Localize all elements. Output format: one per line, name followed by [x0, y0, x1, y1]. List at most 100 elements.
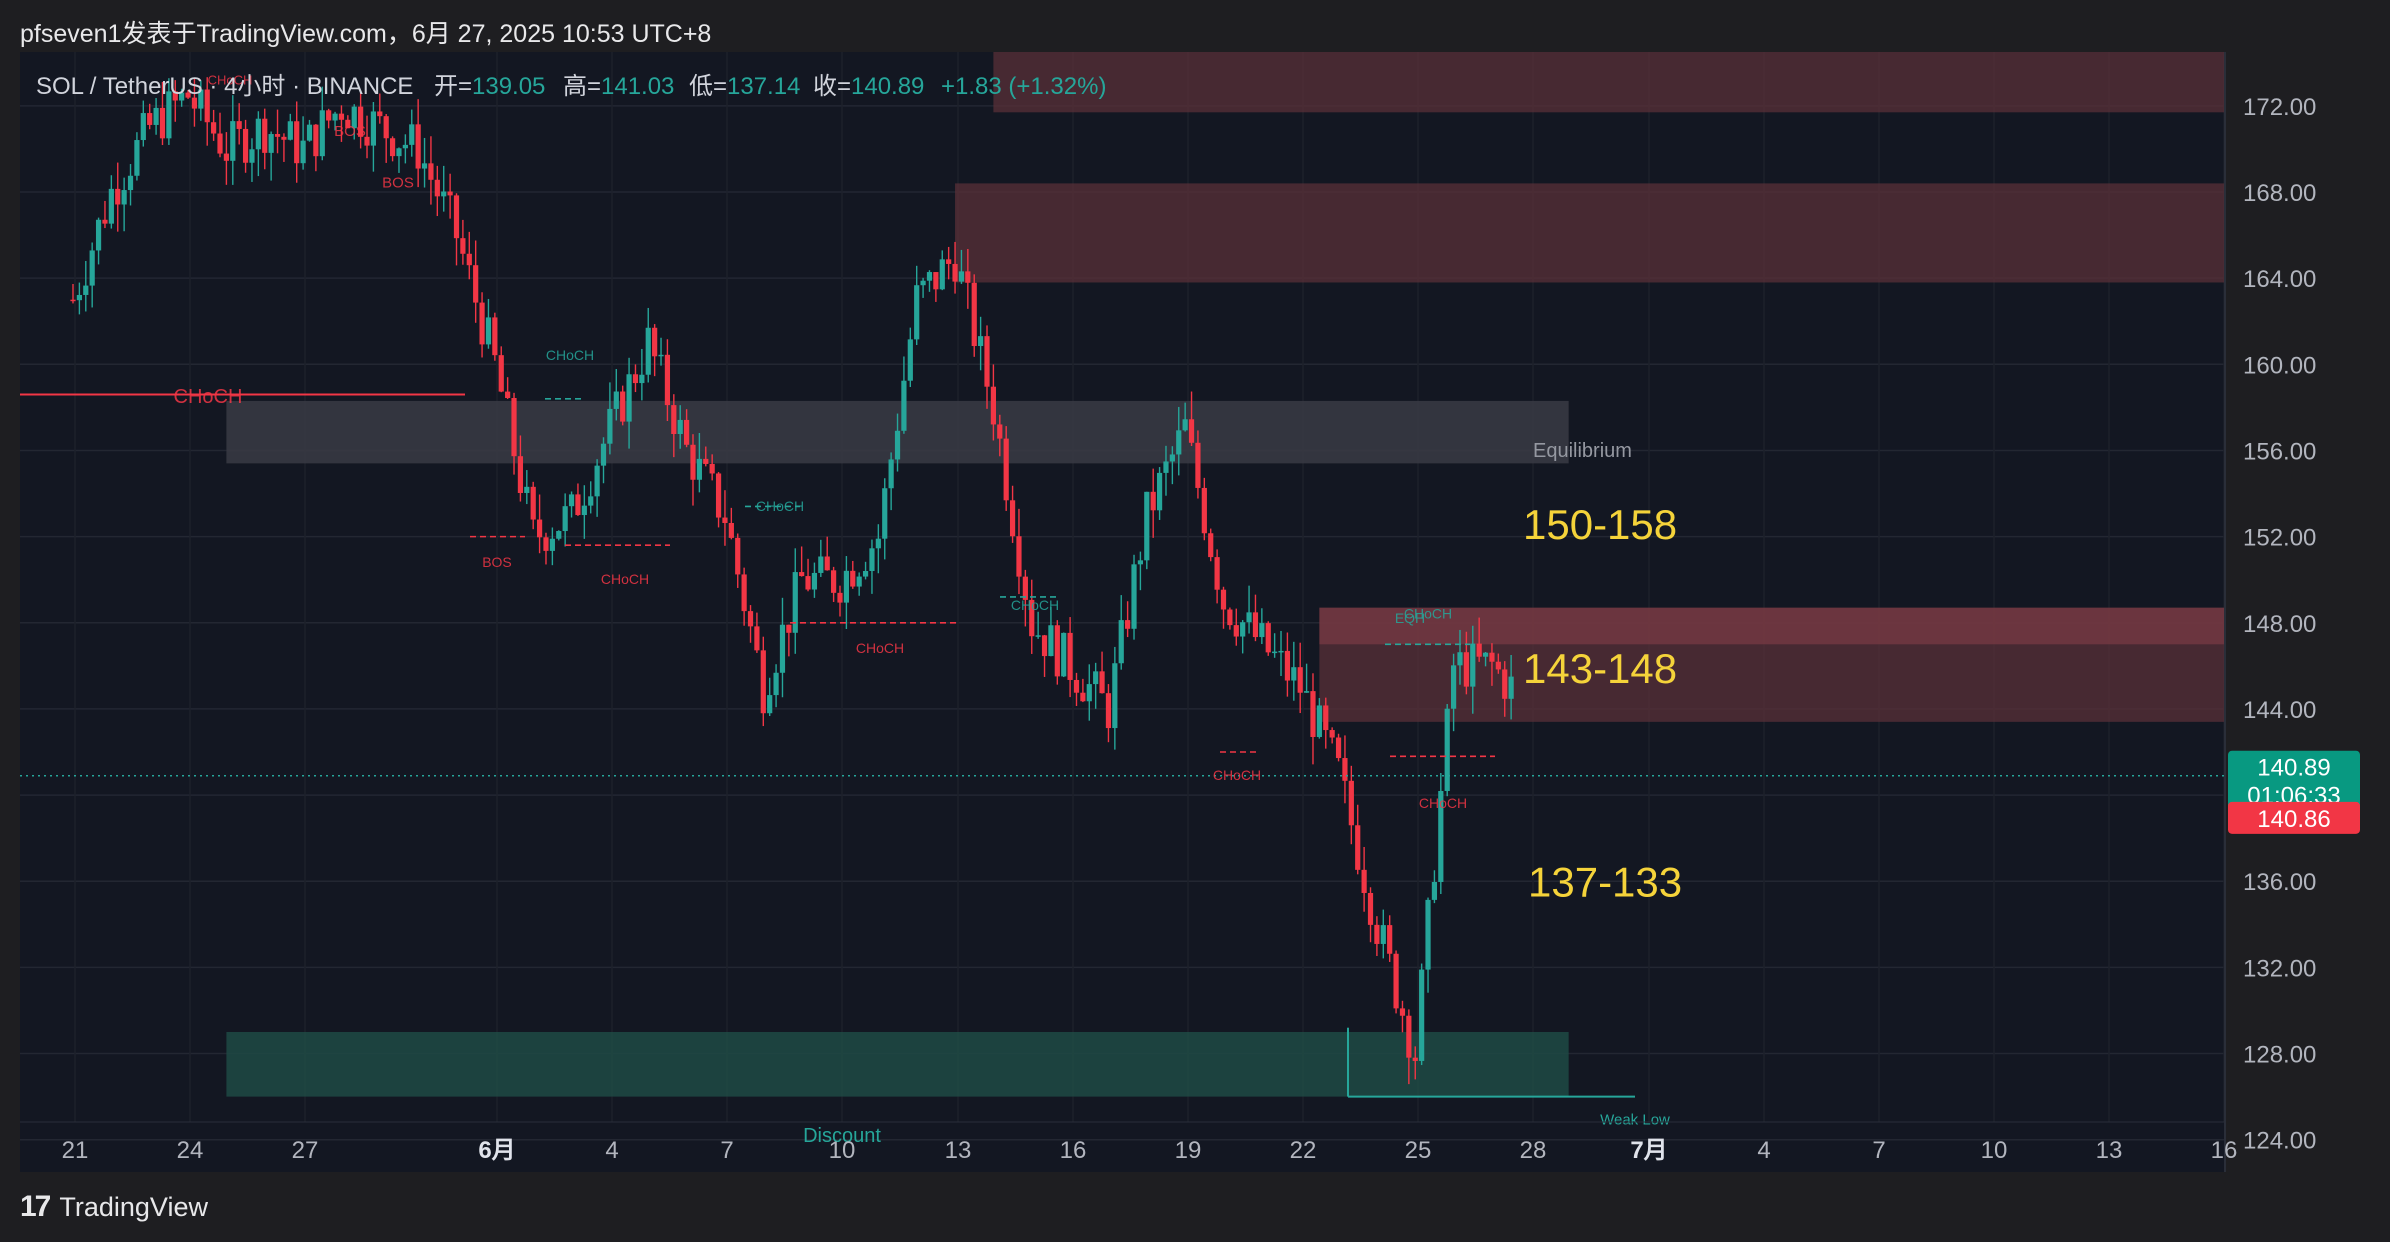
x-tick-label: 13 [2096, 1137, 2123, 1164]
candle-down [1406, 1015, 1412, 1058]
y-tick-label: 144.00 [2243, 697, 2316, 724]
candle-up [773, 672, 779, 696]
candle-down [1374, 924, 1380, 944]
x-tick-label: 4 [605, 1137, 618, 1164]
y-tick-label: 124.00 [2243, 1128, 2316, 1155]
candle-down [1022, 576, 1028, 600]
candle-up [869, 548, 875, 571]
candle-down [453, 195, 460, 239]
candle-down [1067, 632, 1073, 680]
structure-label: CHoCH [546, 347, 594, 363]
supply-zone-164-168 [955, 183, 2225, 283]
price-axis: 124.00128.00132.00136.00140.00144.00148.… [2224, 52, 2360, 1172]
x-tick-label: 13 [945, 1137, 972, 1164]
structure-label: CHoCH [1011, 597, 1059, 613]
candle-up [1278, 650, 1284, 653]
candle-down [274, 134, 281, 137]
candle-down [191, 97, 198, 109]
candle-up [1508, 676, 1514, 699]
x-tick-label: 16 [1060, 1137, 1087, 1164]
candle-down [326, 110, 332, 121]
candle-up [255, 118, 261, 150]
candle-down [159, 107, 166, 139]
candle-down [837, 592, 843, 603]
candle-down [760, 650, 766, 714]
candle-up [639, 374, 645, 384]
candle-up [767, 695, 773, 714]
premium-zone-top [993, 52, 2225, 113]
candle-down [652, 327, 658, 357]
candle-down [1335, 737, 1342, 759]
candle-up [626, 374, 632, 422]
candle-up [556, 531, 562, 539]
candle-up [1431, 881, 1438, 900]
candle-down [172, 91, 178, 101]
target-annotation: 137-133 [1528, 858, 1682, 905]
candle-up [1457, 652, 1463, 666]
candle-down [1009, 500, 1016, 537]
candle-up [351, 106, 357, 129]
x-tick-label: 22 [1290, 1137, 1317, 1164]
candle-down [434, 179, 440, 197]
y-tick-label: 152.00 [2243, 525, 2316, 552]
candles [70, 77, 1514, 1085]
structure-label: CHoCH [1419, 795, 1467, 811]
candle-down [1150, 491, 1156, 511]
y-tick-label: 136.00 [2243, 869, 2316, 896]
candle-up [1144, 491, 1150, 561]
candle-up [1048, 625, 1054, 657]
candle-down [1220, 589, 1227, 610]
candle-up [894, 430, 901, 460]
x-tick-label: 28 [1520, 1137, 1547, 1164]
candle-up [901, 380, 907, 431]
candle-up [588, 496, 594, 506]
legend-low-value: 137.14 [727, 73, 800, 100]
candle-up [1451, 665, 1457, 709]
candle-up [140, 113, 146, 141]
x-tick-label: 27 [292, 1137, 319, 1164]
x-tick-label: 21 [62, 1137, 89, 1164]
candle-up [127, 175, 134, 191]
candle-up [926, 272, 933, 281]
candle-down [479, 302, 485, 345]
candle-down [1348, 780, 1354, 826]
x-tick-label: 7月 [1630, 1137, 1667, 1164]
candle-down [294, 121, 300, 164]
candle-down [1476, 643, 1482, 657]
discount-label: Discount [803, 1125, 881, 1147]
candle-down [671, 405, 677, 435]
bid-price-tag [2228, 801, 2360, 834]
structure-label: CHoCH [756, 498, 804, 514]
candle-down [722, 517, 728, 523]
candle-down [1265, 623, 1271, 653]
structure-label: CHoCH [856, 640, 904, 656]
candle-down [703, 458, 709, 464]
candle-up [856, 576, 862, 587]
candle-up [1272, 651, 1278, 654]
legend-high-label: 高= [563, 73, 601, 100]
last-price-value: 140.89 [2257, 755, 2330, 782]
tradingview-logo-icon[interactable]: 17 [20, 1190, 51, 1223]
y-tick-label: 172.00 [2243, 94, 2316, 121]
candle-up [696, 458, 702, 480]
candle-up [287, 121, 293, 140]
publish-header: pfseven1发表于TradingView.com，6月 27, 2025 1… [20, 20, 712, 48]
candle-down [1393, 953, 1399, 1009]
target-annotation: 143-148 [1523, 645, 1677, 692]
equilibrium-label: Equilibrium [1533, 440, 1632, 462]
candle-down [383, 116, 389, 139]
candle-up [198, 89, 204, 109]
candle-up [1259, 623, 1265, 638]
candle-up [875, 538, 881, 549]
candle-down [1195, 442, 1201, 488]
candle-up [370, 111, 377, 146]
candle-up [1093, 671, 1099, 685]
candle-up [249, 149, 255, 163]
time-axis: 21 24 27 6月 4 7 10 13 16 19 22 25 28 7月 4 7 10 13 16 [20, 1121, 2237, 1164]
legend-open-value: 139.05 [472, 73, 545, 100]
candle-down [313, 124, 319, 157]
candle-down [1252, 612, 1259, 638]
legend-close-value: 140.89 [851, 73, 924, 100]
candle-down [242, 128, 249, 163]
